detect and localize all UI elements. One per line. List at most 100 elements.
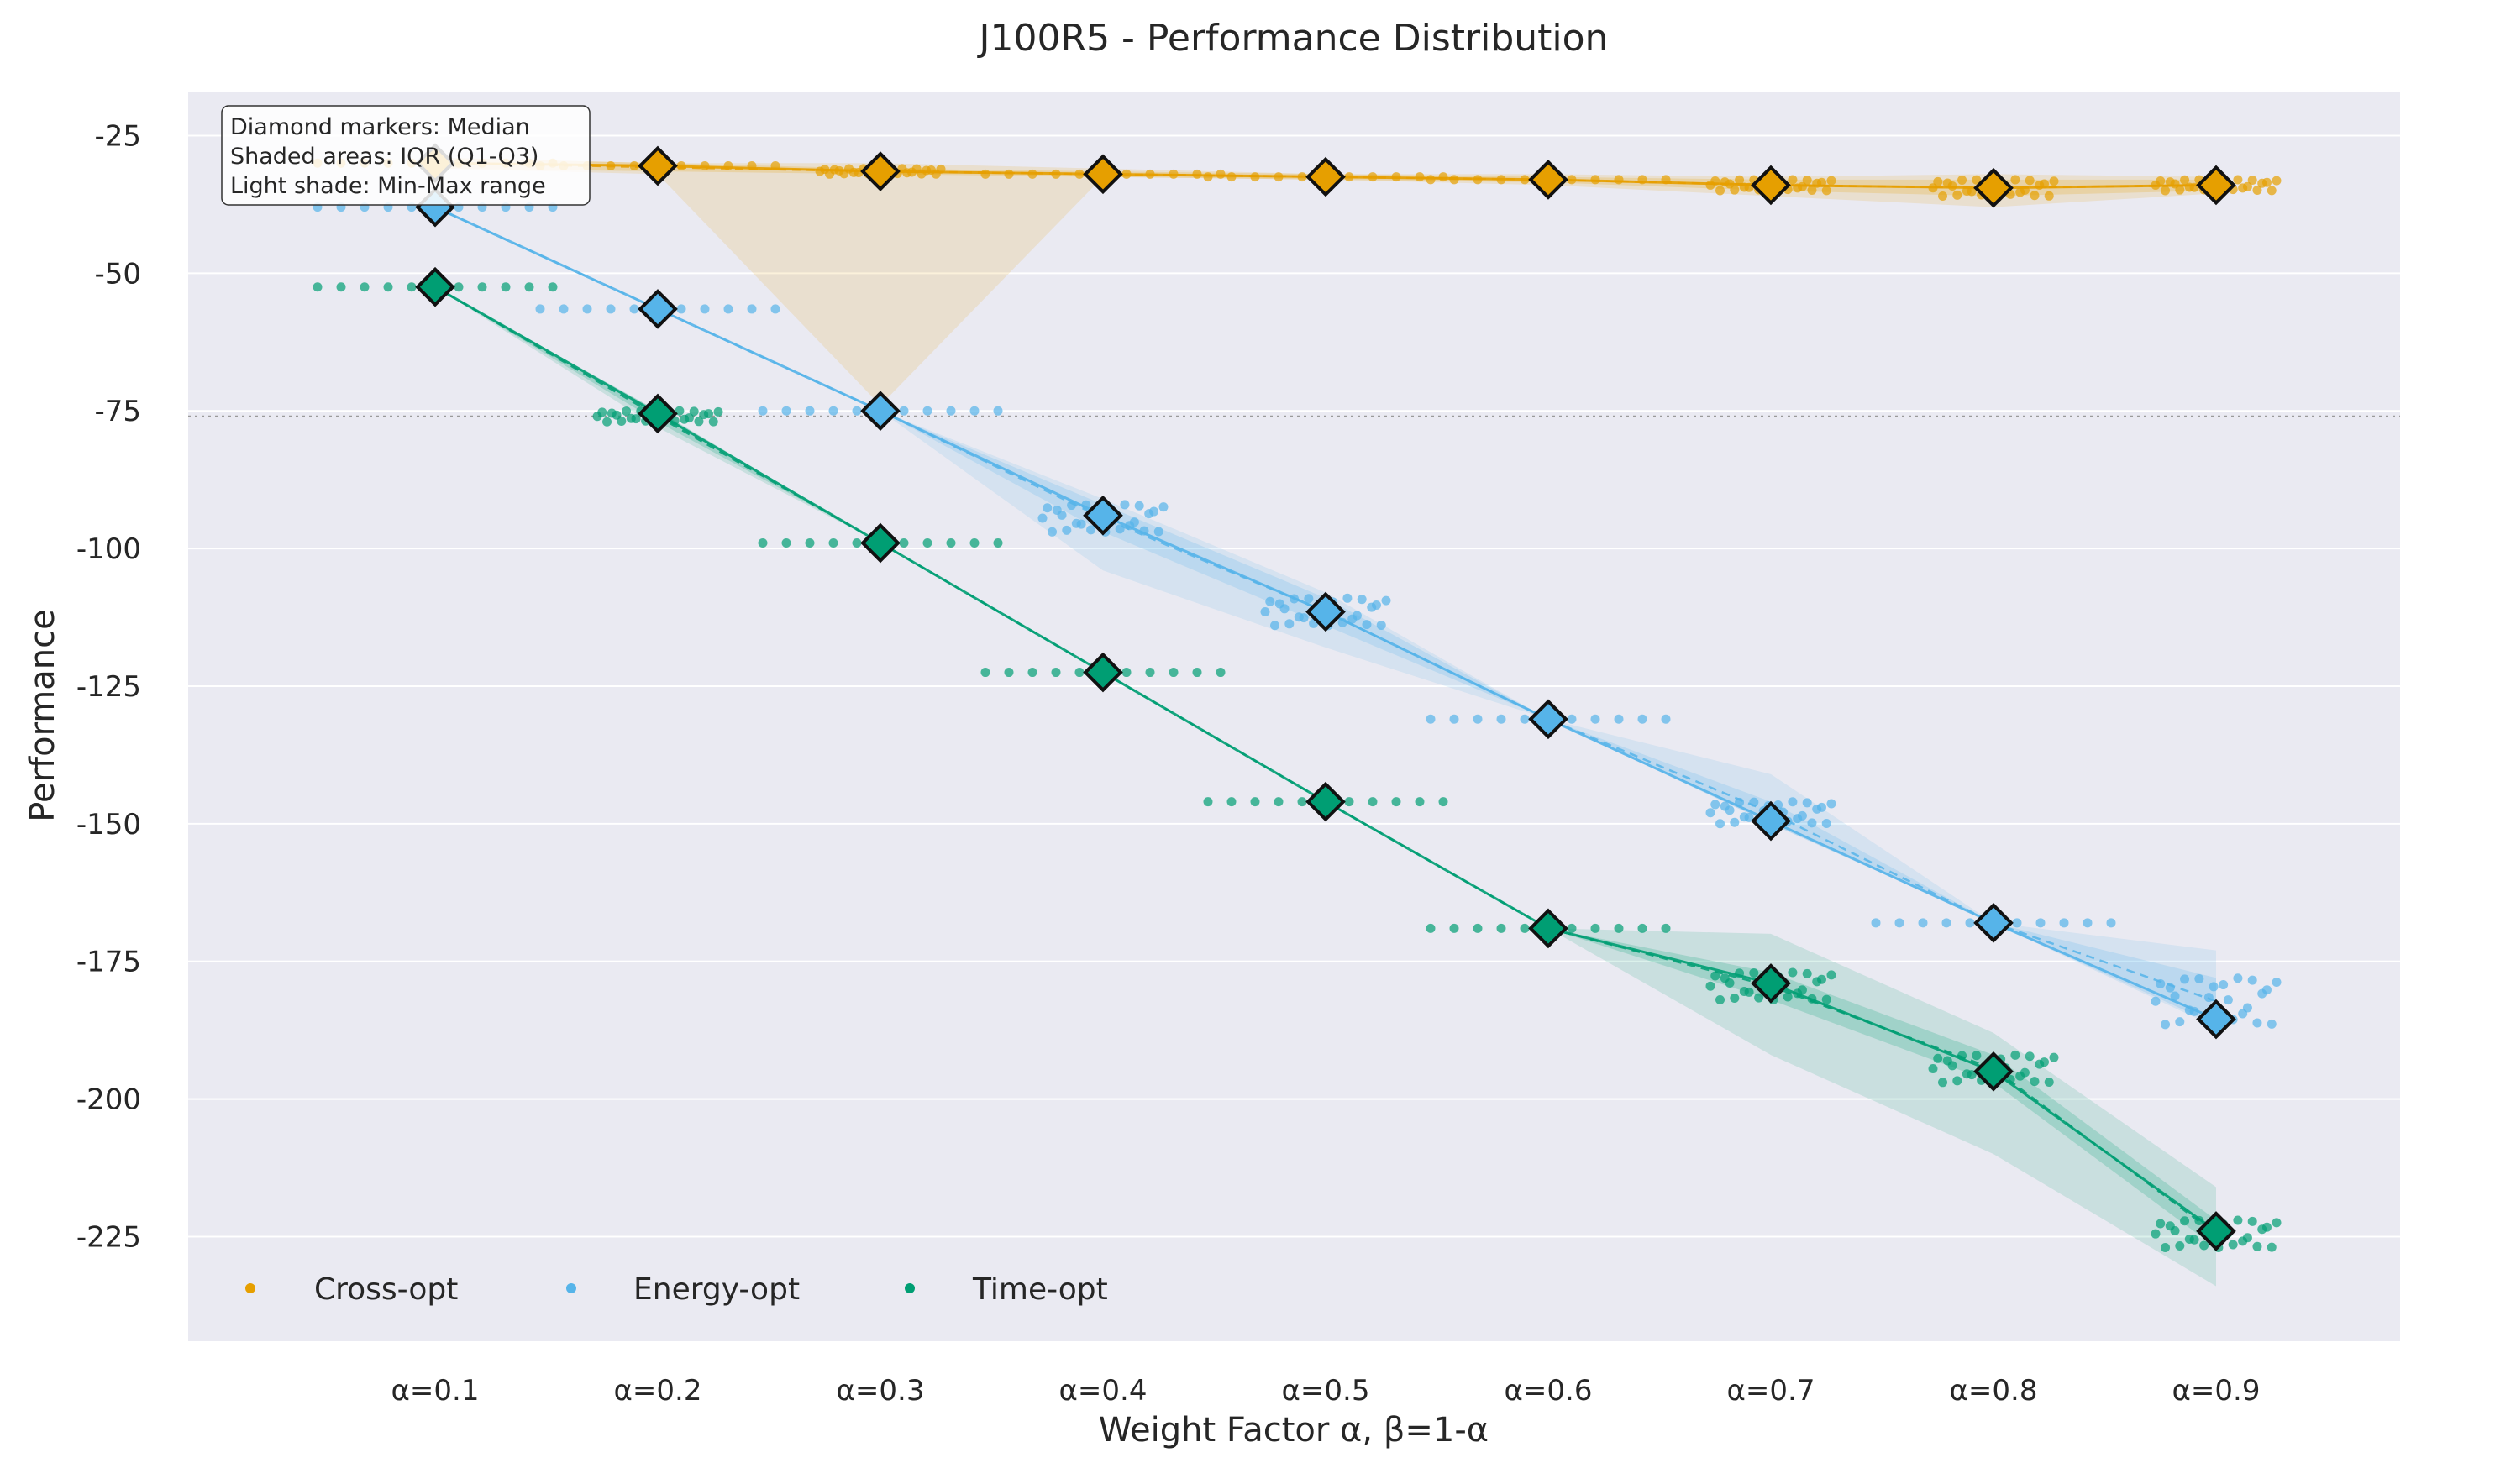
x-axis-title: Weight Factor α, β=1-α: [1099, 1411, 1489, 1450]
cross-opt-median-marker: [638, 145, 678, 186]
energy-opt-run-dot: [781, 406, 791, 416]
time-opt-run-dot: [1928, 1064, 1938, 1074]
time-opt-median-marker: [638, 393, 678, 434]
time-opt-run-dot: [781, 538, 791, 548]
cross-opt-run-dot: [1807, 185, 1817, 195]
time-opt-run-dot: [1449, 923, 1459, 933]
time-opt-run-dot: [2020, 1067, 2030, 1078]
x-tick-label: α=0.3: [837, 1374, 925, 1408]
energy-opt-run-dot: [1260, 606, 1270, 616]
time-opt-run-dot: [805, 538, 815, 548]
time-opt-run-dot: [1821, 994, 1831, 1004]
time-opt-run-dot: [1730, 994, 1740, 1004]
time-opt-run-dot: [1749, 967, 1759, 978]
energy-opt-run-dot: [1821, 819, 1831, 829]
energy-opt-run-dot: [770, 304, 780, 314]
energy-opt-run-dot: [582, 304, 592, 314]
energy-opt-run-dot: [1134, 501, 1144, 511]
energy-opt-run-dot: [1284, 619, 1295, 629]
energy-opt-run-dot: [2175, 1017, 2185, 1027]
x-tick-label: α=0.5: [1282, 1374, 1370, 1408]
energy-opt-run-dot: [2151, 996, 2161, 1006]
grid-lines: [188, 134, 2400, 1238]
cross-opt-run-dot: [2180, 175, 2190, 185]
energy-opt-run-dot: [723, 304, 733, 314]
time-opt-run-dot: [1438, 797, 1448, 807]
energy-opt-run-dot: [993, 406, 1003, 416]
time-opt-run-dot: [1614, 923, 1624, 933]
time-opt-run-dot: [2272, 1218, 2282, 1228]
energy-opt-run-dot: [700, 304, 710, 314]
cross-opt-run-dot: [2175, 185, 2185, 195]
cross-opt-run-dot: [1426, 175, 1436, 185]
x-tick-label: α=0.6: [1505, 1374, 1593, 1408]
time-opt-run-dot: [1250, 797, 1260, 807]
energy-opt-run-dot: [2209, 982, 2219, 992]
y-tick-label: -125: [76, 670, 141, 704]
energy-opt-run-dot: [1086, 525, 1096, 535]
energy-opt-median-marker: [1083, 495, 1123, 536]
median-markers: [415, 143, 2236, 1251]
energy-opt-run-dot: [899, 406, 909, 416]
time-opt-run-dot: [980, 668, 990, 678]
cross-opt-run-dot: [2267, 186, 2277, 196]
cross-opt-run-dot: [1614, 175, 1624, 185]
energy-opt-run-dot: [1715, 819, 1725, 829]
energy-opt-run-dot: [946, 406, 956, 416]
energy-opt-run-dot: [2012, 918, 2022, 928]
x-tick-label: α=0.1: [391, 1374, 480, 1408]
annotation-frame: [221, 105, 591, 206]
energy-opt-run-dot: [606, 304, 616, 314]
time-opt-range-band: [435, 286, 2216, 1287]
energy-opt-run-dot: [1637, 714, 1647, 724]
cross-opt-median-marker: [1751, 165, 1791, 206]
energy-opt-run-dot: [1816, 802, 1826, 812]
chart-title: J100R5 - Performance Distribution: [977, 17, 1609, 60]
legend-marker-energy-opt: [566, 1283, 576, 1293]
time-opt-run-dot: [336, 282, 346, 292]
cross-opt-run-dot: [1203, 172, 1213, 182]
y-tick-label: -200: [76, 1083, 141, 1117]
time-opt-run-dot: [407, 282, 417, 292]
time-opt-run-dot: [1972, 1051, 1982, 1061]
energy-opt-run-dot: [1807, 818, 1817, 828]
time-opt-run-dot: [1802, 968, 1812, 978]
energy-opt-run-dot: [852, 406, 862, 416]
energy-opt-run-dot: [1496, 714, 1506, 724]
energy-opt-run-dot: [1265, 596, 1275, 606]
energy-opt-run-dot: [1158, 502, 1169, 512]
time-opt-run-dot: [1710, 971, 1720, 981]
time-opt-run-dot: [383, 282, 393, 292]
cross-opt-run-dot: [1972, 175, 1982, 185]
energy-opt-run-dot: [1426, 714, 1436, 724]
energy-opt-median-marker: [1973, 902, 2014, 943]
time-opt-run-dot: [1145, 668, 1155, 678]
time-opt-median-marker: [2196, 1211, 2236, 1251]
cross-opt-run-dot: [1933, 176, 1943, 186]
time-opt-run-dot: [1216, 668, 1226, 678]
time-opt-run-dot: [602, 417, 612, 427]
cross-opt-run-dot: [2247, 176, 2257, 186]
time-opt-run-dot: [1715, 994, 1725, 1004]
time-opt-run-dot: [899, 538, 909, 548]
y-axis-ticks: -25 -50 -75 -100 -125 -150 -175 -200 -225: [76, 119, 141, 1254]
energy-opt-run-dot: [922, 406, 932, 416]
time-opt-run-dot: [703, 409, 713, 419]
energy-opt-run-dot: [1120, 500, 1130, 510]
time-opt-run-dot: [2180, 1216, 2190, 1226]
time-opt-run-dot: [2151, 1229, 2161, 1239]
energy-opt-run-dot: [1304, 594, 1314, 604]
time-opt-run-dot: [2189, 1235, 2199, 1245]
energy-opt-median-marker: [1305, 591, 1346, 632]
x-tick-label: α=0.2: [614, 1374, 702, 1408]
energy-opt-run-dot: [1802, 798, 1812, 808]
energy-opt-run-dot: [1871, 918, 1881, 928]
energy-opt-run-dot: [2261, 985, 2272, 995]
cross-opt-median-marker: [2196, 165, 2236, 206]
energy-opt-run-dot: [2242, 1003, 2252, 1013]
x-tick-label: α=0.8: [1950, 1374, 2038, 1408]
time-opt-run-dot: [524, 282, 534, 292]
energy-opt-run-dot: [559, 304, 569, 314]
time-opt-run-dot: [1344, 797, 1354, 807]
